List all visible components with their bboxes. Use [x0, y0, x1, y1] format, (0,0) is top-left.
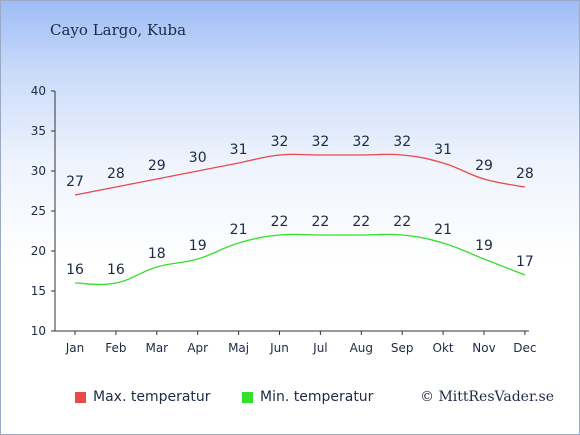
data-label-min: 21 — [230, 222, 248, 238]
data-label-min: 19 — [189, 238, 207, 254]
x-tick-label: Mar — [145, 341, 168, 355]
x-tick-label: Maj — [228, 341, 249, 355]
data-label-min: 22 — [311, 214, 329, 230]
chart-title: Cayo Largo, Kuba — [50, 21, 187, 39]
data-label-max: 32 — [393, 134, 411, 150]
data-label-max: 32 — [271, 134, 289, 150]
x-tick-label: Feb — [105, 341, 126, 355]
series-line-max — [74, 153, 526, 196]
y-tick-label: 30 — [31, 164, 46, 178]
x-tick-label: Apr — [187, 341, 208, 355]
data-label-min: 16 — [66, 262, 84, 278]
y-tick-label: 25 — [31, 204, 46, 218]
y-tick-label: 40 — [31, 84, 46, 98]
legend-min-swatch — [242, 391, 253, 403]
data-label-min: 22 — [271, 214, 289, 230]
data-label-max: 31 — [434, 142, 452, 158]
x-tick-label: Okt — [433, 341, 454, 355]
data-label-max: 32 — [311, 134, 329, 150]
x-tick-label: Nov — [472, 341, 495, 355]
data-label-max: 29 — [148, 158, 166, 174]
data-label-max: 28 — [107, 166, 125, 182]
data-label-max: 32 — [352, 134, 370, 150]
data-label-max: 27 — [66, 174, 84, 190]
data-label-min: 22 — [393, 214, 411, 230]
legend-max: Max. temperatur — [75, 389, 211, 405]
legend-min-label: Min. temperatur — [260, 389, 374, 405]
data-label-min: 19 — [475, 238, 493, 254]
y-tick-label: 20 — [31, 244, 46, 258]
legend-max-swatch — [75, 391, 86, 403]
x-tick-label: Dec — [513, 341, 536, 355]
y-tick-label: 35 — [31, 124, 46, 138]
x-tick-label: Jul — [312, 341, 327, 355]
data-label-max: 29 — [475, 158, 493, 174]
y-tick-label: 10 — [31, 324, 46, 338]
data-label-max: 28 — [516, 166, 534, 182]
x-tick-label: Sep — [391, 341, 414, 355]
data-label-max: 31 — [230, 142, 248, 158]
series-line-min — [74, 233, 526, 286]
legend-min: Min. temperatur — [242, 389, 373, 405]
data-label-min: 22 — [352, 214, 370, 230]
data-label-min: 17 — [516, 254, 534, 270]
data-label-min: 16 — [107, 262, 125, 278]
data-label-min: 21 — [434, 222, 452, 238]
credit-text: © MittResVader.se — [420, 389, 555, 405]
x-tick-label: Jan — [65, 341, 85, 355]
data-label-min: 18 — [148, 246, 166, 262]
x-tick-label: Aug — [350, 341, 373, 355]
y-tick-label: 15 — [31, 284, 46, 298]
legend-max-label: Max. temperatur — [93, 389, 211, 405]
x-tick-label: Jun — [269, 341, 289, 355]
data-label-max: 30 — [189, 150, 207, 166]
